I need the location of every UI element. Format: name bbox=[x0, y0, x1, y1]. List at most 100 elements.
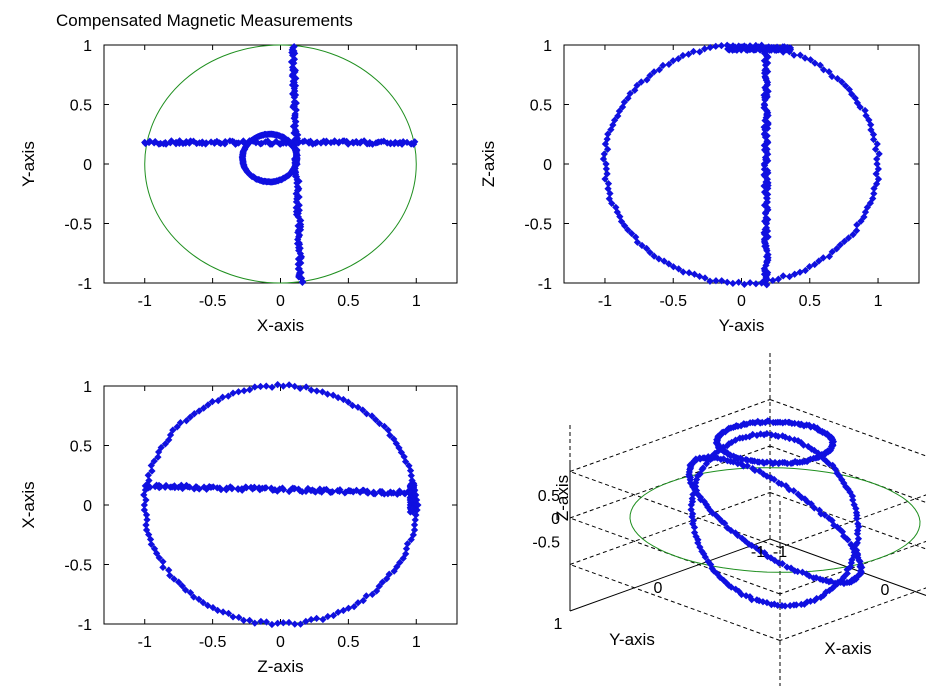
data-point bbox=[857, 217, 865, 225]
y-tick-label: 0 bbox=[83, 498, 92, 515]
y-tick-label: -1 bbox=[78, 276, 92, 293]
data-point bbox=[815, 257, 823, 265]
data-point bbox=[805, 572, 813, 580]
z-tick-label: -0.5 bbox=[532, 534, 560, 551]
data-point bbox=[224, 392, 232, 400]
data-point bbox=[805, 263, 814, 271]
y-axis-label: Y-axis bbox=[19, 141, 38, 187]
data-point bbox=[774, 275, 783, 283]
data-point bbox=[161, 483, 169, 491]
grid-line bbox=[769, 445, 926, 503]
data-point bbox=[646, 71, 654, 80]
data-point bbox=[723, 524, 731, 532]
data-point bbox=[828, 248, 836, 256]
axes-box bbox=[103, 44, 458, 284]
data-point bbox=[617, 217, 626, 226]
data-point bbox=[392, 439, 400, 448]
data-point bbox=[403, 138, 411, 147]
data-point bbox=[234, 388, 243, 396]
data-point bbox=[359, 406, 367, 414]
data-point bbox=[628, 229, 636, 238]
data-point bbox=[313, 387, 321, 395]
data-point bbox=[599, 155, 608, 163]
data-point bbox=[869, 135, 878, 144]
data-point bbox=[624, 226, 632, 234]
data-point bbox=[867, 121, 875, 129]
data-point bbox=[386, 431, 394, 439]
data-point bbox=[344, 604, 353, 612]
data-point bbox=[810, 446, 818, 455]
data-point bbox=[655, 255, 663, 263]
data-point bbox=[155, 554, 163, 562]
data-point bbox=[410, 521, 419, 529]
x-tick-label: 0.5 bbox=[337, 634, 359, 651]
y-tick-label: 0.5 bbox=[70, 98, 92, 115]
data-point bbox=[847, 540, 855, 548]
y-tick-label: 0.5 bbox=[530, 98, 552, 115]
x-tick-label: 0.5 bbox=[337, 293, 359, 310]
data-point bbox=[688, 494, 696, 503]
data-point bbox=[401, 457, 410, 466]
data-point bbox=[354, 599, 362, 607]
grid-line bbox=[779, 587, 926, 641]
data-point bbox=[608, 199, 616, 208]
data-point bbox=[669, 263, 678, 271]
data-point bbox=[412, 511, 420, 519]
data-point bbox=[729, 279, 737, 288]
reference-sphere-outline bbox=[144, 44, 417, 284]
data-point bbox=[262, 484, 270, 492]
data-point bbox=[262, 382, 270, 390]
data-point bbox=[371, 490, 379, 498]
data-point bbox=[853, 221, 861, 229]
data-point bbox=[685, 269, 693, 277]
y-tick-label: 0.5 bbox=[70, 439, 92, 456]
data-point bbox=[797, 600, 805, 609]
data-point bbox=[825, 68, 833, 76]
data-point bbox=[190, 410, 198, 418]
data-point bbox=[166, 139, 174, 147]
data-point bbox=[359, 596, 367, 605]
data-point bbox=[819, 66, 828, 74]
data-point bbox=[796, 268, 804, 276]
data-point bbox=[723, 278, 731, 286]
data-point bbox=[712, 511, 720, 520]
data-point bbox=[633, 238, 642, 246]
data-point bbox=[704, 557, 712, 566]
data-point bbox=[727, 526, 735, 535]
data-point bbox=[861, 208, 870, 216]
data-point bbox=[794, 490, 802, 498]
data-point bbox=[786, 601, 794, 610]
y-tick-label: -1 bbox=[538, 276, 552, 293]
data-point bbox=[669, 57, 677, 65]
data-point bbox=[679, 51, 687, 60]
data-point bbox=[319, 615, 327, 624]
data-point bbox=[385, 570, 393, 578]
x-tick-label: -1 bbox=[773, 544, 787, 561]
data-point bbox=[840, 532, 848, 540]
data-point bbox=[273, 380, 282, 389]
x-tick-label: 1 bbox=[874, 293, 883, 310]
data-point bbox=[865, 116, 873, 124]
data-point bbox=[143, 516, 151, 524]
data-point bbox=[324, 612, 332, 621]
data-point bbox=[334, 608, 342, 616]
data-point bbox=[262, 618, 271, 626]
data-point bbox=[268, 620, 276, 629]
data-point bbox=[375, 419, 384, 428]
data-point bbox=[214, 397, 222, 405]
data-point bbox=[613, 208, 621, 216]
data-point bbox=[402, 545, 411, 553]
data-point bbox=[240, 616, 248, 625]
data-point bbox=[841, 82, 850, 90]
data-point bbox=[785, 486, 793, 494]
data-point bbox=[764, 233, 772, 241]
data-point bbox=[633, 81, 641, 90]
data-point bbox=[856, 103, 864, 111]
data-point bbox=[354, 403, 362, 411]
z-tick-label: 0.5 bbox=[538, 488, 560, 505]
data-point bbox=[352, 486, 361, 494]
x-axis-line bbox=[769, 538, 926, 596]
reference-sphere-equator bbox=[629, 467, 921, 573]
data-point bbox=[638, 241, 646, 250]
